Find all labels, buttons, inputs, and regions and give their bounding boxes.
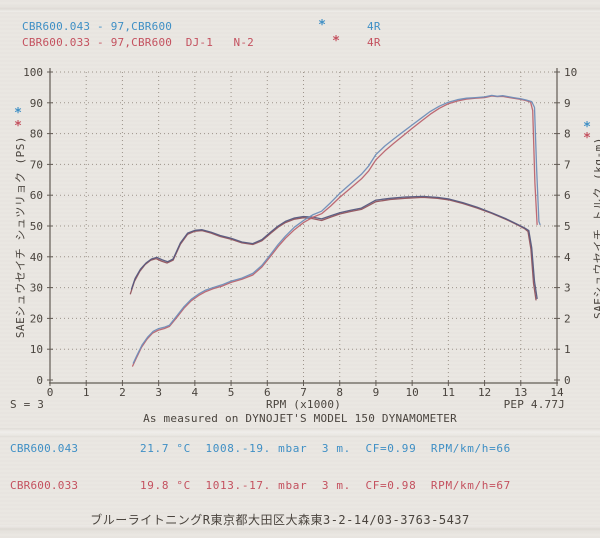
x-tick-label: 14 [550,386,564,399]
x-tick-label: 2 [119,386,126,399]
x-tick-label: 3 [155,386,162,399]
legend-run2-name: CBR600.033 - 97,CBR600 DJ-1 N-2 [22,36,254,49]
legend-run2-marker-asterisk-icon: * [332,33,340,49]
x-axis-title: RPM (x1000) [265,398,342,411]
y-tick-label-right: 5 [564,220,571,233]
blue-run-marker-asterisk-icon: * [14,105,22,121]
y-tick-label-right: 8 [564,128,571,141]
curve-cbr600-043-power-ps- [132,94,541,364]
y-tick-label-left: 10 [30,343,43,356]
y-tick-label-right: 2 [564,312,571,325]
x-tick-label: 4 [192,386,199,399]
run1-file-name: CBR600.043 [10,442,79,455]
pep-note: PEP 4.77J [503,398,565,411]
legend-run1-name: CBR600.043 - 97,CBR600 [22,20,173,33]
red-run-marker-asterisk-icon: * [583,130,591,146]
y-tick-label-right: 0 [564,374,571,387]
y-axis-left-title: SAEシュウセイチ シュツリョク (PS) [14,135,27,339]
y-tick-label-right: 3 [564,282,571,295]
legend-run1-marker-asterisk-icon: * [318,17,326,33]
y-axis-right-title: SAEシュウセイチ トルク (kg-m) [592,137,600,319]
curve-cbr600-043-torque-kg-m- [130,195,538,300]
y-tick-label-left: 80 [30,128,43,141]
y-tick-label-left: 90 [30,97,43,110]
y-tick-label-left: 0 [36,374,43,387]
y-tick-label-left: 100 [23,66,43,79]
run2-conditions: 19.8 °C 1013.-17. mbar 3 m. CF=0.98 RPM/… [140,479,511,492]
y-tick-label-left: 50 [30,220,43,233]
x-tick-label: 12 [478,386,491,399]
red-run-marker-asterisk-icon: * [14,118,22,134]
x-tick-label: 0 [47,386,54,399]
legend-run2-tag: 4R [367,36,381,49]
y-tick-label-left: 30 [30,282,43,295]
y-tick-label-right: 6 [564,189,571,202]
x-tick-label: 5 [228,386,235,399]
y-tick-label-left: 40 [30,251,43,264]
y-tick-label-right: 4 [564,251,571,264]
y-tick-label-right: 7 [564,158,571,171]
dyno-caption: As measured on DYNOJET'S MODEL 150 DYNAM… [143,412,457,425]
curve-cbr600-033-torque-kg-m- [129,196,537,301]
x-tick-label: 11 [442,386,455,399]
x-tick-label: 10 [406,386,419,399]
x-tick-label: 8 [336,386,343,399]
run2-file-name: CBR600.033 [10,479,79,492]
legend-run1-tag: 4R [367,20,381,33]
x-tick-label: 13 [514,386,527,399]
y-tick-label-left: 20 [30,312,43,325]
y-tick-label-left: 70 [30,158,43,171]
x-tick-label: 7 [300,386,307,399]
y-tick-label-left: 60 [30,189,43,202]
x-tick-label: 1 [83,386,90,399]
x-tick-label: 6 [264,386,271,399]
y-tick-label-right: 1 [564,343,571,356]
y-tick-label-right: 10 [564,66,577,79]
blue-run-marker-asterisk-icon: * [583,119,591,135]
smoothing-note: S = 3 [10,398,45,411]
y-tick-label-right: 9 [564,97,571,110]
run1-conditions: 21.7 °C 1008.-19. mbar 3 m. CF=0.99 RPM/… [140,442,511,455]
shop-address-footer: ブルーライトニングR東京都大田区大森東3-2-14/03-3763-5437 [90,513,470,527]
x-tick-label: 9 [373,386,380,399]
